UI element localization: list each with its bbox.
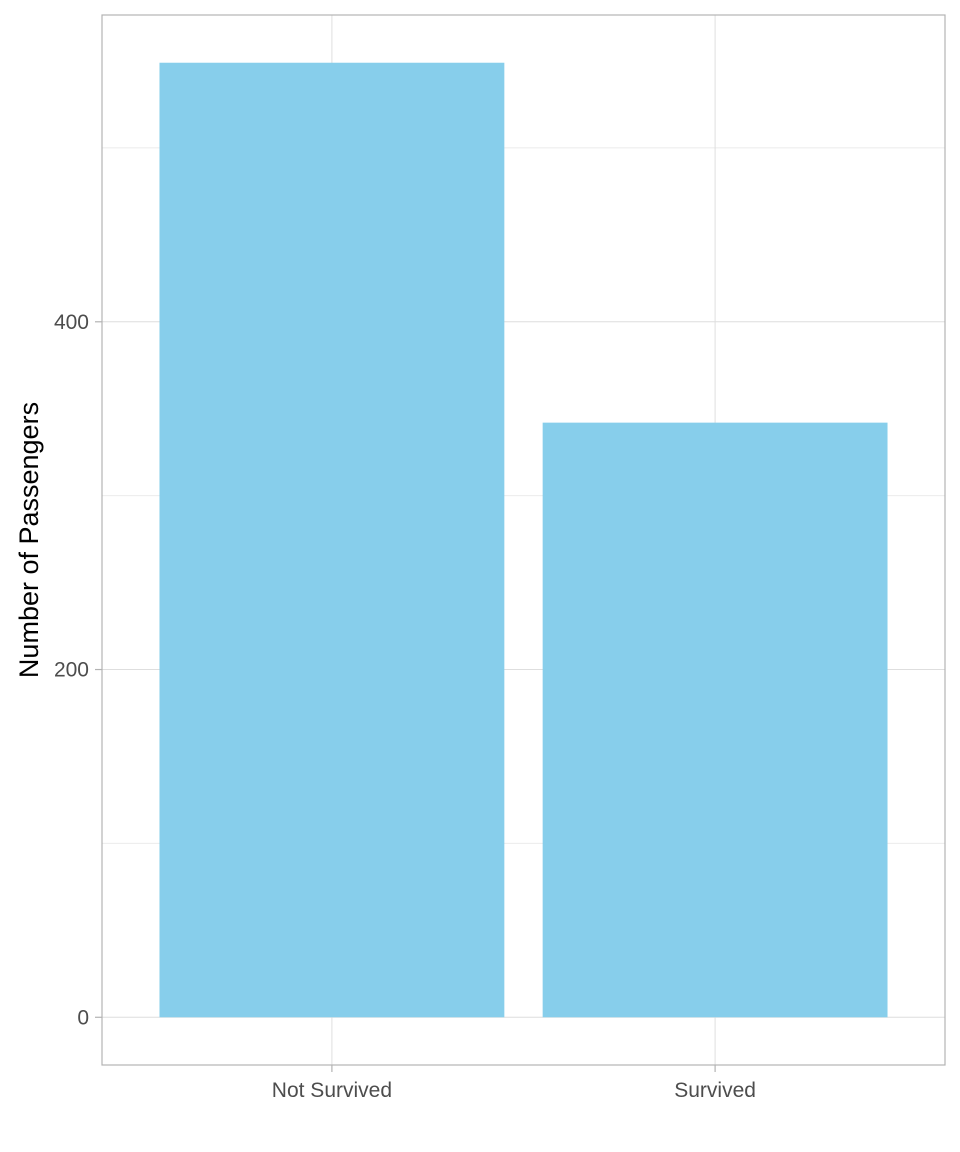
bar-not-survived	[159, 62, 505, 1018]
x-tick-label: Not Survived	[272, 1079, 392, 1102]
y-axis-title: Number of Passengers	[14, 402, 44, 678]
y-tick-label: 400	[54, 311, 89, 334]
x-tick-label: Survived	[674, 1079, 756, 1102]
y-axis: 0 200 400	[54, 311, 102, 1029]
bars	[159, 62, 888, 1018]
y-tick-label: 200	[54, 659, 89, 682]
y-tick-label: 0	[77, 1006, 89, 1029]
bar-survived	[542, 422, 888, 1018]
plot-panel-border	[101, 14, 946, 1066]
x-axis: Not Survived Survived	[272, 1065, 756, 1102]
